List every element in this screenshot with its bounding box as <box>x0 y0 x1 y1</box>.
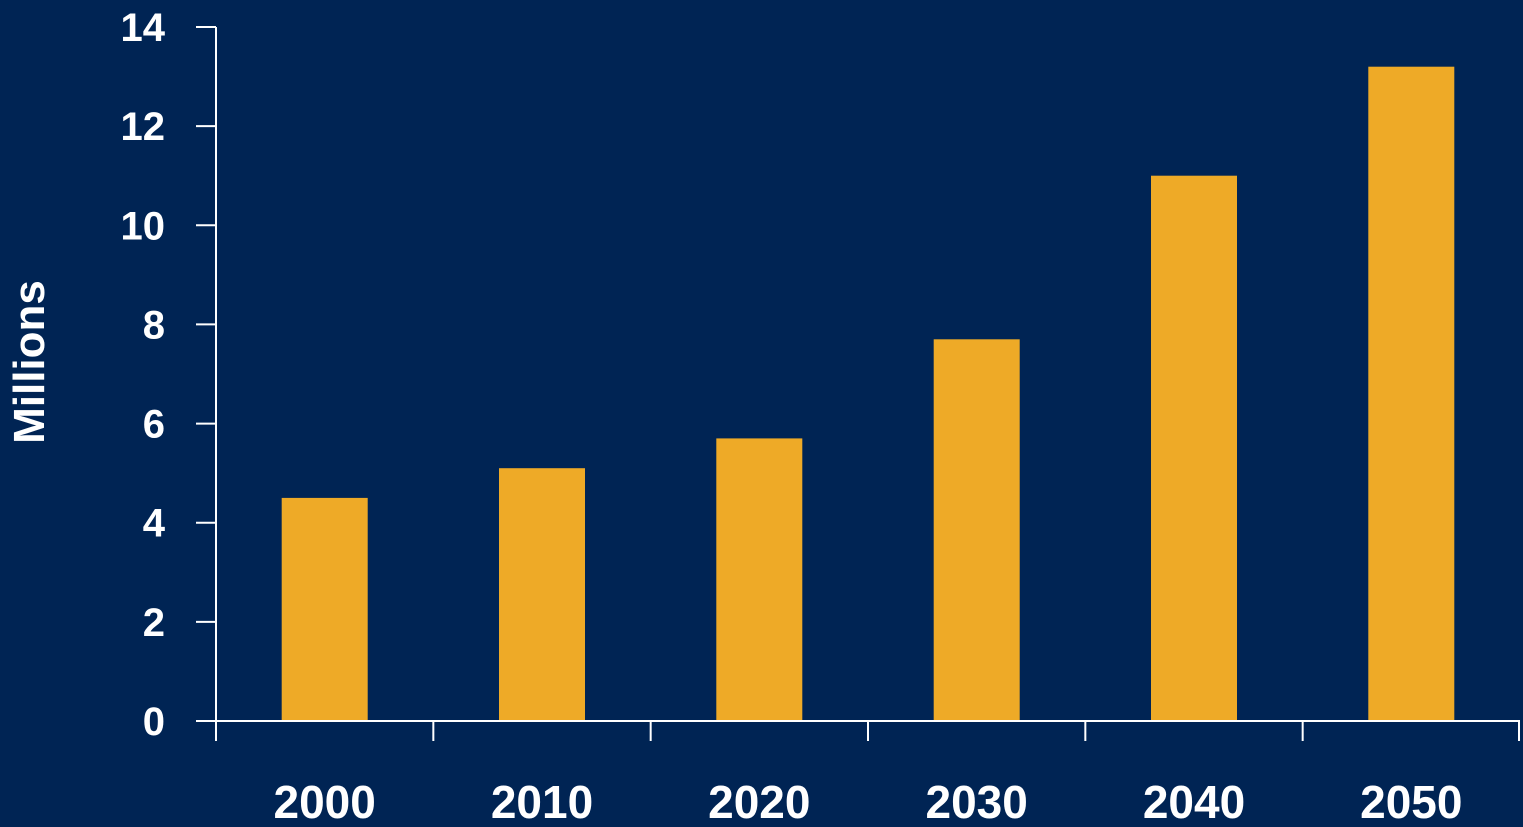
bar-2010 <box>499 468 585 721</box>
y-tick-label: 0 <box>143 700 165 744</box>
bar-2020 <box>716 438 803 721</box>
y-tick-label: 8 <box>143 303 165 347</box>
x-tick-label: 2030 <box>926 776 1028 827</box>
y-tick-label: 14 <box>121 6 166 50</box>
y-tick-label: 10 <box>121 204 166 248</box>
x-tick-label: 2020 <box>708 776 810 827</box>
y-tick-label: 6 <box>143 403 165 447</box>
y-axis-label: Millions <box>5 280 54 444</box>
bars-group <box>281 66 1455 721</box>
y-tick-label: 2 <box>143 601 165 645</box>
y-tick-label: 4 <box>143 502 166 546</box>
y-ticks-group: 0 2 4 6 8 10 12 14 <box>121 6 216 744</box>
bar-2050 <box>1368 66 1455 721</box>
bar-2000 <box>281 497 368 721</box>
x-tick-label: 2040 <box>1143 776 1245 827</box>
x-tick-label: 2000 <box>274 776 376 827</box>
y-tick-label: 12 <box>121 105 166 149</box>
bar-2040 <box>1151 175 1237 721</box>
x-tick-label: 2050 <box>1360 776 1462 827</box>
bar-2030 <box>933 339 1020 721</box>
x-tick-label: 2010 <box>491 776 593 827</box>
x-ticks-group: 2000 2010 2020 2030 2040 2050 <box>274 776 1463 827</box>
